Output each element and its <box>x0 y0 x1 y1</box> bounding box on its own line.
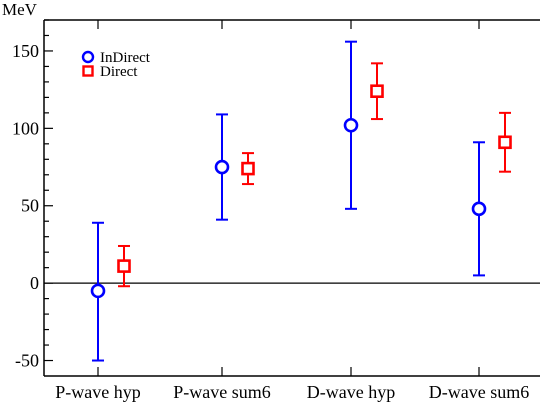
y-axis-ticks: -50 0 50 100 150 <box>12 19 53 371</box>
axes <box>43 19 540 377</box>
data-point <box>471 201 487 217</box>
data-point <box>117 259 131 273</box>
data-point <box>214 159 230 175</box>
series-indirect <box>90 40 487 362</box>
data-point <box>343 117 359 133</box>
data-point <box>241 161 255 176</box>
x-axis-ticks: P-wave hyp P-wave sum6 D-wave hyp D-wave su… <box>55 20 529 402</box>
y-tick-label: 100 <box>12 118 39 138</box>
x-tick-label: D-wave hyp <box>307 382 395 402</box>
series-direct <box>117 62 512 288</box>
data-point <box>370 84 384 98</box>
x-tick-label: D-wave sum6 <box>429 382 529 402</box>
legend-label: Direct <box>100 64 138 80</box>
series-layer <box>90 40 512 362</box>
y-tick-label: 0 <box>30 273 39 293</box>
x-tick-label: P-wave sum6 <box>173 382 271 402</box>
y-unit-label: MeV <box>2 0 38 19</box>
legend-marker-circle <box>81 50 95 64</box>
y-tick-label: 50 <box>21 196 39 216</box>
data-point <box>90 283 106 299</box>
y-tick-label: 150 <box>12 41 39 61</box>
legend-marker-square <box>82 65 94 77</box>
x-tick-label: P-wave hyp <box>55 382 140 402</box>
legend-label: InDirect <box>100 50 151 66</box>
data-point <box>498 135 512 150</box>
y-tick-label: -50 <box>15 351 39 371</box>
